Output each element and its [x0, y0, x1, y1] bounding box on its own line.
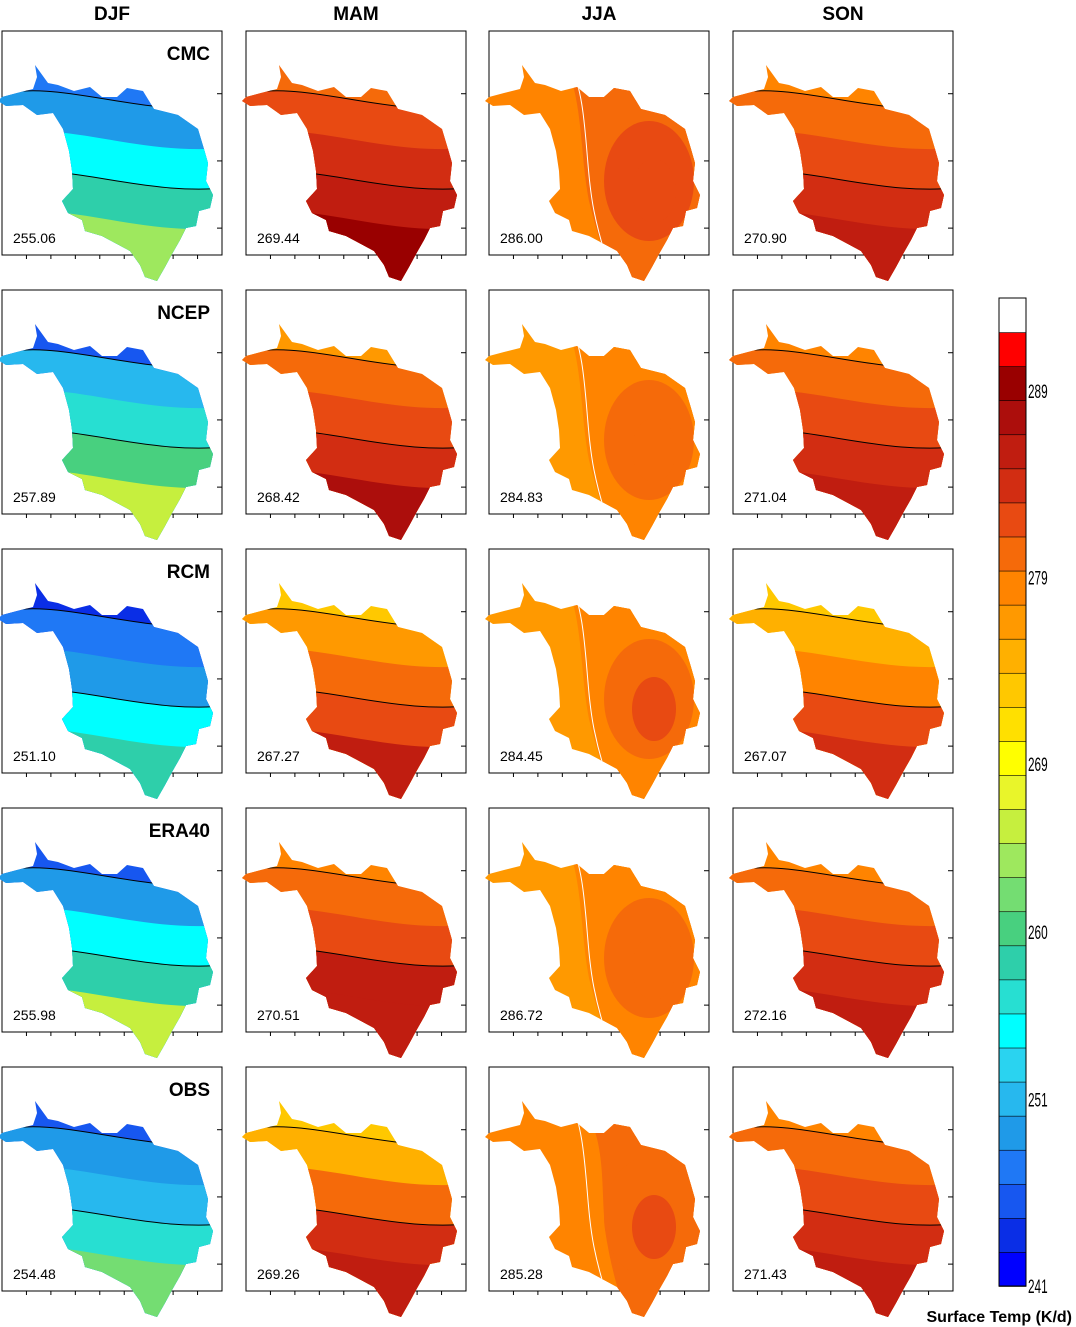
- season-header-djf: DJF: [94, 4, 130, 25]
- colorbar-cell: [998, 1013, 1027, 1049]
- colorbar-cell: [998, 672, 1027, 708]
- dataset-label-era40: ERA40: [149, 821, 210, 842]
- mean-value-label: 272.16: [744, 1007, 787, 1023]
- colorbar-tick-label: 260: [1028, 923, 1048, 943]
- colorbar-cell: [998, 1115, 1027, 1151]
- panel-era40-jja: 286.72: [485, 807, 710, 1058]
- mean-value-label: 269.44: [257, 230, 300, 246]
- panel-cmc-mam: 269.44: [242, 30, 467, 281]
- season-header-son: SON: [822, 4, 863, 25]
- colorbar-cell: [998, 842, 1027, 878]
- dataset-label-obs: OBS: [169, 1080, 210, 1101]
- panel-era40-son: 272.16: [729, 807, 954, 1058]
- panel-obs-jja: 285.28: [485, 1066, 710, 1317]
- mean-value-label: 284.83: [500, 489, 543, 505]
- panel-rcm-djf: RCM 251.10: [0, 548, 223, 799]
- field-band: [632, 418, 676, 482]
- panel-ncep-djf: NCEP 257.89: [0, 289, 223, 540]
- colorbar-cell: [998, 808, 1027, 844]
- field-band: [632, 677, 676, 741]
- colorbar-tick-label: 289: [1028, 383, 1048, 403]
- colorbar-cell: [998, 604, 1027, 640]
- colorbar-cell: [998, 774, 1027, 810]
- dataset-label-cmc: CMC: [167, 44, 211, 65]
- colorbar-cell: [998, 1081, 1027, 1117]
- colorbar: 241 251 260 269 279 289 Surface Temp (K/d): [927, 297, 1073, 1326]
- panel-cmc-jja: 286.00: [485, 30, 710, 281]
- colorbar-cell: [998, 502, 1027, 538]
- colorbar-cell: [998, 536, 1027, 572]
- mean-value-label: 267.27: [257, 748, 300, 764]
- field-band: [632, 159, 676, 223]
- colorbar-tick-label: 269: [1028, 755, 1048, 775]
- mean-value-label: 286.72: [500, 1007, 543, 1023]
- colorbar-cell: [998, 433, 1027, 470]
- colorbar-cell: [998, 979, 1027, 1015]
- colorbar-tick-label: 251: [1028, 1091, 1048, 1111]
- colorbar-cell: [998, 399, 1027, 436]
- season-header-jja: JJA: [582, 4, 617, 25]
- panel-obs-djf: OBS 254.48: [0, 1066, 223, 1317]
- colorbar-label: Surface Temp (K/d): [927, 1309, 1073, 1326]
- colorbar-cell: [998, 331, 1027, 367]
- colorbar-cell: [998, 638, 1027, 674]
- colorbar-cell: [998, 945, 1027, 981]
- colorbar-cell: [998, 1047, 1027, 1083]
- panel-ncep-mam: 268.42: [242, 289, 467, 540]
- panel-obs-mam: 269.26: [242, 1066, 467, 1317]
- mean-value-label: 270.51: [257, 1007, 300, 1023]
- panel-rcm-son: 267.07: [729, 548, 954, 799]
- season-header-mam: MAM: [333, 4, 378, 25]
- mean-value-label: 284.45: [500, 748, 543, 764]
- mean-value-label: 270.90: [744, 230, 787, 246]
- colorbar-cell: [998, 1251, 1027, 1287]
- panel-cmc-son: 270.90: [729, 30, 954, 281]
- panel-ncep-son: 271.04: [729, 289, 954, 540]
- mean-value-label: 267.07: [744, 748, 787, 764]
- field-band: [632, 1195, 676, 1259]
- colorbar-frame: [998, 297, 1027, 1287]
- mean-value-label: 251.10: [13, 748, 56, 764]
- mean-value-label: 268.42: [257, 489, 300, 505]
- mean-value-label: 254.48: [13, 1266, 56, 1282]
- panel-ncep-jja: 284.83: [485, 289, 710, 540]
- panel-era40-mam: 270.51: [242, 807, 467, 1058]
- mean-value-label: 285.28: [500, 1266, 543, 1282]
- colorbar-cell: [998, 468, 1027, 504]
- panel-cmc-djf: CMC 255.06: [0, 30, 223, 281]
- colorbar-cell: [998, 1217, 1027, 1253]
- colorbar-cell: [998, 1183, 1027, 1219]
- colorbar-cell: [998, 365, 1027, 402]
- dataset-label-ncep: NCEP: [157, 303, 210, 324]
- panel-era40-djf: ERA40 255.98: [0, 807, 223, 1058]
- colorbar-cell: [998, 297, 1027, 333]
- mean-value-label: 257.89: [13, 489, 56, 505]
- panel-obs-son: 271.43: [729, 1066, 954, 1317]
- mean-value-label: 271.04: [744, 489, 787, 505]
- colorbar-tick-label: 279: [1028, 569, 1048, 589]
- dataset-label-rcm: RCM: [167, 562, 210, 583]
- colorbar-cell: [998, 876, 1027, 913]
- mean-value-label: 271.43: [744, 1266, 787, 1282]
- field-band: [632, 936, 676, 1000]
- colorbar-tick-label: 241: [1028, 1277, 1048, 1297]
- panel-rcm-mam: 267.27: [242, 548, 467, 799]
- colorbar-cell: [998, 1149, 1027, 1185]
- mean-value-label: 255.98: [13, 1007, 56, 1023]
- colorbar-cell: [998, 570, 1027, 606]
- mean-value-label: 286.00: [500, 230, 543, 246]
- colorbar-cell: [998, 740, 1027, 776]
- colorbar-cell: [998, 706, 1027, 742]
- mean-value-label: 269.26: [257, 1266, 300, 1282]
- mean-value-label: 255.06: [13, 230, 56, 246]
- colorbar-cell: [998, 910, 1027, 947]
- panel-rcm-jja: 284.45: [485, 548, 710, 799]
